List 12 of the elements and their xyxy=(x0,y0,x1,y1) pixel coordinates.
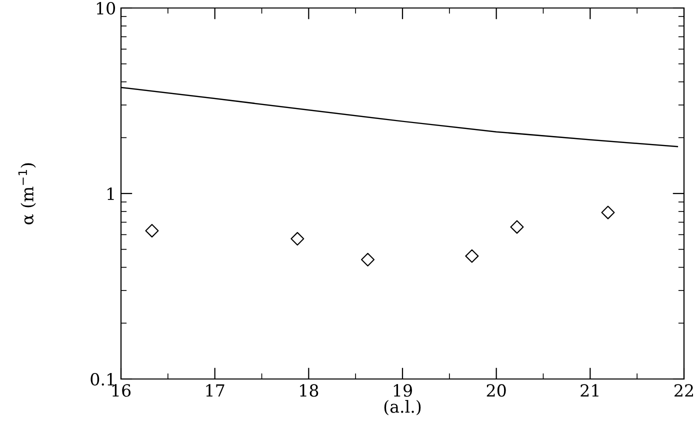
x-tick-label: 20 xyxy=(486,384,506,397)
x-axis-title: (a.l.) xyxy=(384,400,421,416)
x-tick-label: 22 xyxy=(674,384,693,397)
y-axis-title: α (m$^{−1}$) xyxy=(18,163,36,224)
x-tick-label: 19 xyxy=(394,384,412,397)
x-tick-label: 21 xyxy=(580,384,598,397)
x-tick-label: 16 xyxy=(112,384,131,397)
y-tick-label: 10 xyxy=(96,2,116,15)
x-tick-label: 17 xyxy=(206,384,224,397)
x-tick-label: 18 xyxy=(300,384,318,397)
y-tick-label: 1 xyxy=(108,187,114,200)
y-tick-label: 0.1 xyxy=(90,372,114,386)
